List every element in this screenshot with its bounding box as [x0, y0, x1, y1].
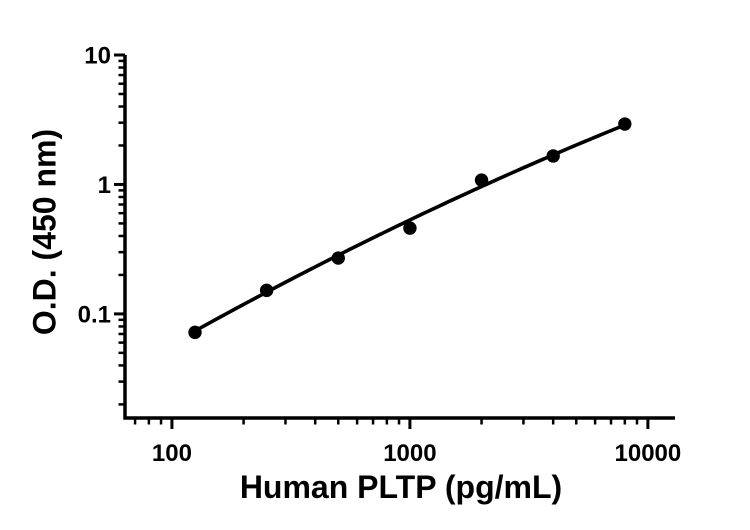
data-point — [259, 283, 274, 298]
data-point — [331, 251, 345, 265]
y-tick-label: 1 — [98, 172, 111, 199]
x-axis-title: Human PLTP (pg/mL) — [240, 469, 562, 505]
x-tick-label: 1000 — [383, 440, 436, 467]
x-tick-label: 10000 — [615, 440, 682, 467]
y-tick-label: 0.1 — [78, 301, 111, 328]
data-point — [474, 173, 489, 187]
data-point — [403, 221, 417, 235]
y-axis-title: O.D. (450 nm) — [27, 129, 63, 335]
axis-spines — [123, 55, 675, 420]
data-point — [546, 149, 560, 163]
data-point — [188, 325, 202, 340]
y-tick-label: 10 — [84, 43, 111, 70]
x-tick-label: 100 — [152, 440, 192, 467]
data-point — [618, 117, 632, 131]
chart-generated-layer: 100 1000 10000 10 1 0.1 — [78, 43, 682, 468]
